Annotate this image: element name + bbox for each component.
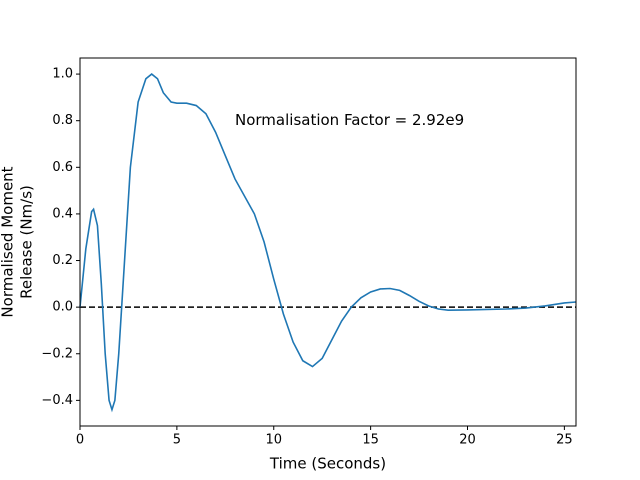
y-axis-label: Release (Nm/s) <box>18 185 36 299</box>
y-tick-label: 0.8 <box>52 113 73 128</box>
data-line <box>79 73 577 413</box>
x-tick-label: 15 <box>362 433 379 448</box>
plot-frame <box>79 57 577 427</box>
y-tick-label: 0.6 <box>52 160 73 175</box>
x-tick-label: 10 <box>265 433 282 448</box>
y-axis-label: Normalised Moment <box>0 166 17 317</box>
y-tick-label: 0.4 <box>52 206 73 221</box>
y-tick-label: −0.2 <box>41 346 73 361</box>
annotation: Normalisation Factor = 2.92e9 <box>235 111 464 129</box>
y-tick-label: 0.0 <box>52 300 73 315</box>
x-tick-label: 0 <box>76 433 84 448</box>
x-tick-label: 25 <box>556 433 573 448</box>
x-tick-label: 20 <box>459 433 476 448</box>
x-axis-label: Time (Seconds) <box>269 455 386 473</box>
x-tick-label: 5 <box>173 433 181 448</box>
y-tick-label: 1.0 <box>52 67 73 82</box>
y-tick-label: −0.4 <box>41 393 73 408</box>
y-tick-label: 0.2 <box>52 253 73 268</box>
